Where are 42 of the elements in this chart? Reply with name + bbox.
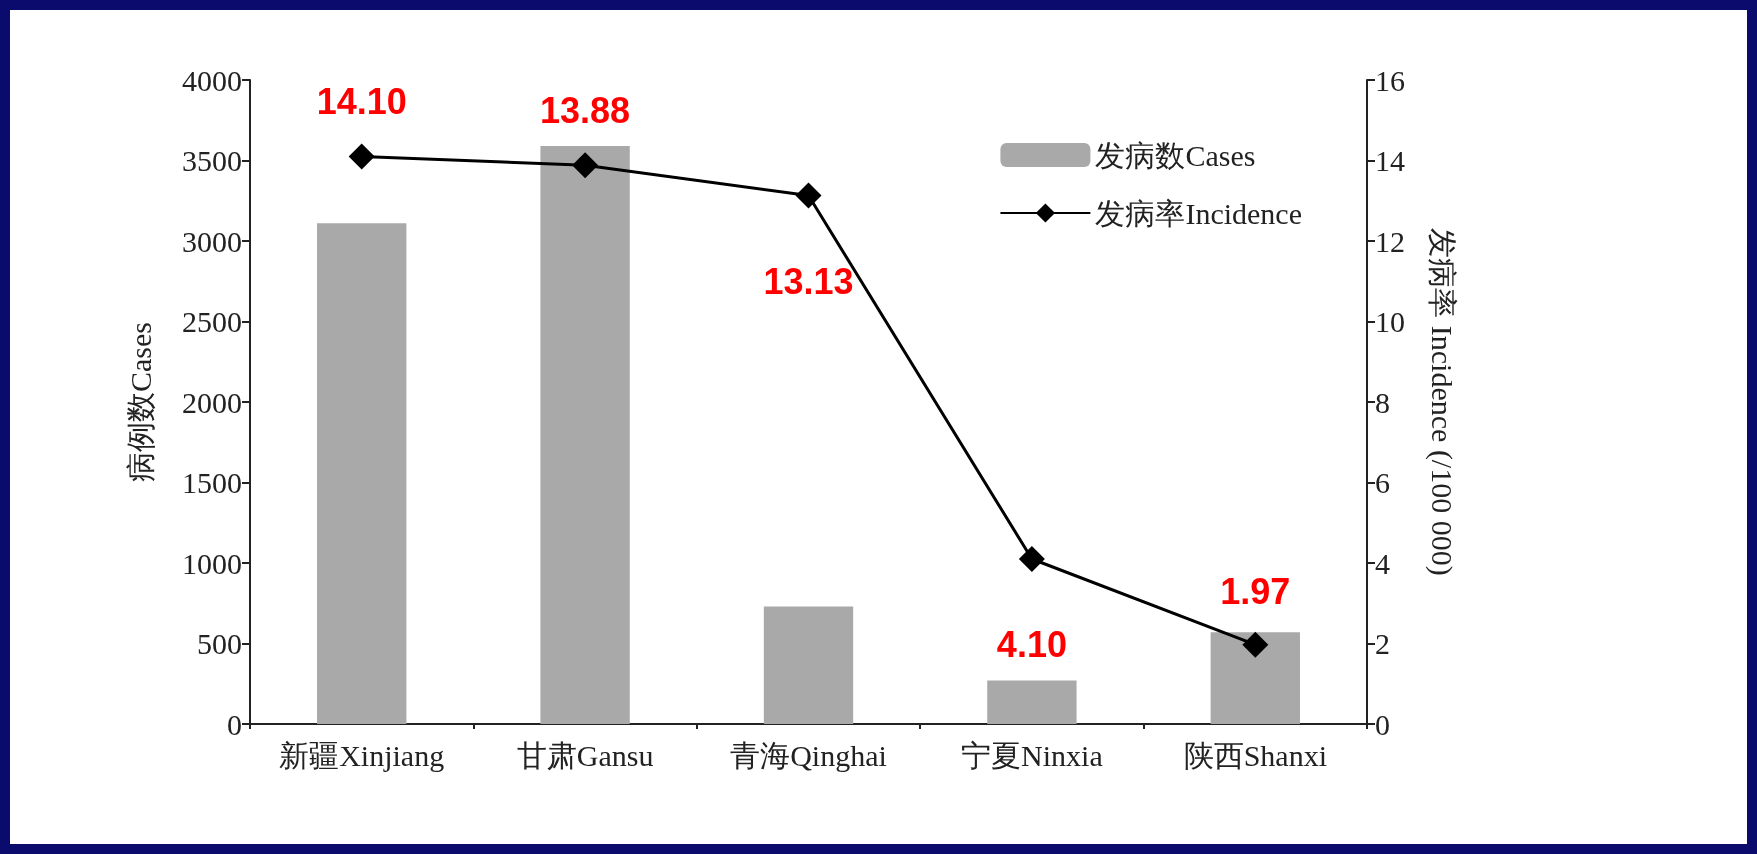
point xyxy=(795,182,822,209)
y-tick-label: 1500 xyxy=(182,466,242,499)
bar xyxy=(1210,632,1300,724)
y2-tick-label: 10 xyxy=(1375,305,1405,338)
data-label: 13.88 xyxy=(540,89,631,131)
bar xyxy=(763,606,854,724)
y2-tick-label: 16 xyxy=(1375,63,1405,97)
y2-tick-label: 12 xyxy=(1375,224,1405,258)
bar xyxy=(317,223,407,724)
x-tick-label: 新疆Xinjiang xyxy=(279,738,445,772)
legend-label: 发病率Incidence xyxy=(1095,196,1303,230)
y-tick-label: 2000 xyxy=(182,385,242,419)
y2-tick-label: 0 xyxy=(1375,707,1390,741)
y-tick-label: 4000 xyxy=(182,63,242,97)
point xyxy=(1018,545,1045,572)
data-label: 4.10 xyxy=(996,624,1067,666)
bar xyxy=(540,146,630,724)
y2-tick-label: 2 xyxy=(1375,627,1390,660)
y2-tick-label: 8 xyxy=(1375,385,1390,419)
y2-tick-label: 14 xyxy=(1375,144,1405,177)
data-label: 13.13 xyxy=(763,261,854,303)
y2-axis-title: 发病率 Incidence (/100 000) xyxy=(1424,228,1459,576)
x-tick-label: 青海Qinghai xyxy=(730,738,887,772)
x-tick-label: 陕西Shanxi xyxy=(1183,738,1327,772)
point xyxy=(1242,631,1269,658)
bar xyxy=(987,680,1077,724)
data-label: 1.97 xyxy=(1220,571,1291,613)
data-label: 14.10 xyxy=(316,80,407,122)
x-tick-label: 甘肃Gansu xyxy=(516,738,654,772)
y-tick-label: 2500 xyxy=(182,305,242,338)
y2-tick-label: 6 xyxy=(1375,466,1390,499)
x-tick-label: 宁夏Ninxia xyxy=(961,738,1103,772)
y-tick-label: 3000 xyxy=(182,224,242,258)
point xyxy=(572,152,599,179)
y-tick-label: 1000 xyxy=(182,546,242,580)
y-axis-title: 病例数Cases xyxy=(123,322,157,482)
point xyxy=(348,143,375,170)
y2-tick-label: 4 xyxy=(1375,546,1390,580)
y-tick-label: 0 xyxy=(227,707,242,741)
legend-label: 发病数Cases xyxy=(1095,138,1256,172)
y-tick-label: 500 xyxy=(197,627,242,660)
y-tick-label: 3500 xyxy=(182,144,242,177)
